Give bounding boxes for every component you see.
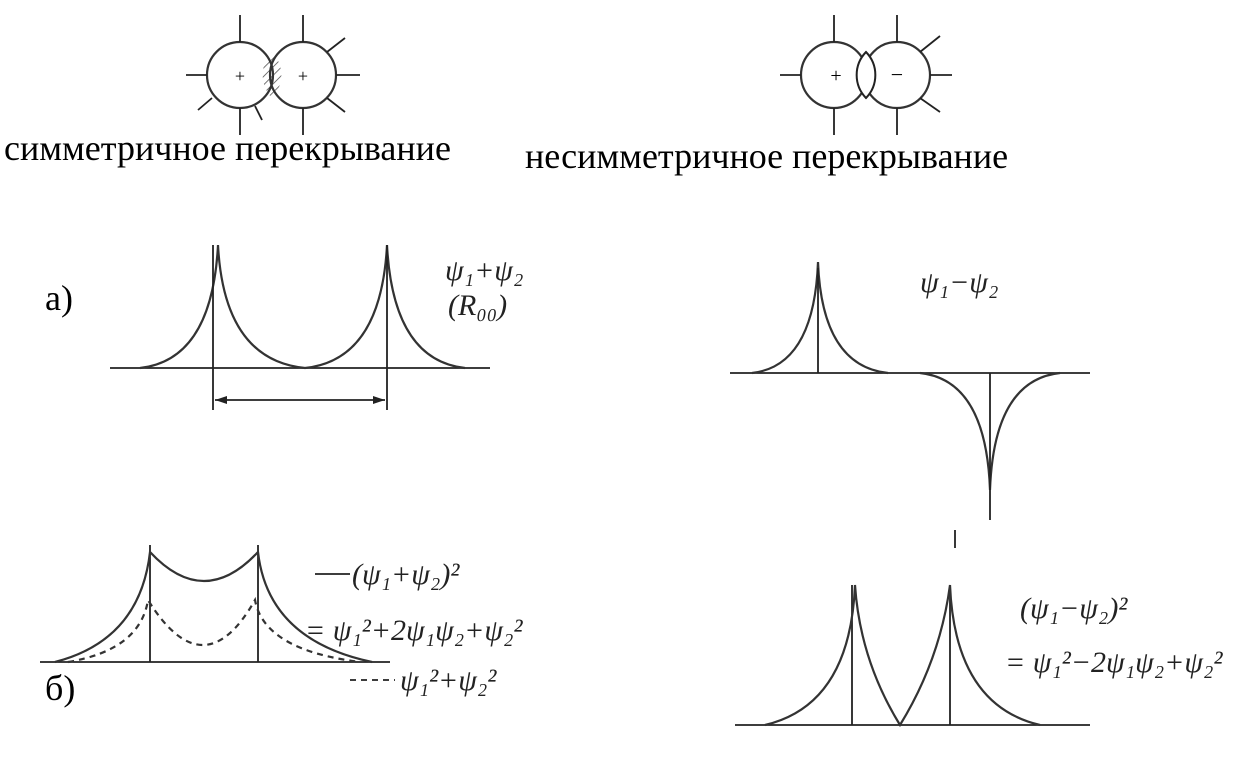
density-difference [735,530,1090,725]
formula: (ψ₁−ψ₂)² [1020,592,1128,625]
formula: = ψ₁²+2ψ₁ψ₂+ψ₂² [305,614,523,647]
svg-text:+: + [298,66,308,86]
panel-label: б) [45,668,75,708]
diagram: ++ +− симметричное перекрывание несиммет… [0,0,1256,761]
formula: ψ₁+ψ₂ [445,254,523,287]
symmetric-orbitals: ++ [186,15,360,135]
svg-text:+: + [830,65,841,87]
svg-text:+: + [235,66,245,86]
formula: (ψ₁+ψ₂)² [352,558,460,591]
formula: ψ₁²+ψ₂² [400,664,497,697]
formula: ψ₁−ψ₂ [920,266,998,299]
panel-label: а) [45,278,73,318]
svg-text:−: − [891,62,903,87]
curve-difference [730,262,1090,520]
formula: (R₀₀) [448,289,507,322]
formula: = ψ₁²−2ψ₁ψ₂+ψ₂² [1005,646,1223,679]
density-sum [40,545,395,680]
antisymmetric-orbitals: +− [780,15,952,135]
curve-sum [110,245,490,410]
caption-symmetric: симметричное перекрывание [4,128,451,168]
caption-antisymmetric: несимметричное перекрывание [525,136,1008,176]
